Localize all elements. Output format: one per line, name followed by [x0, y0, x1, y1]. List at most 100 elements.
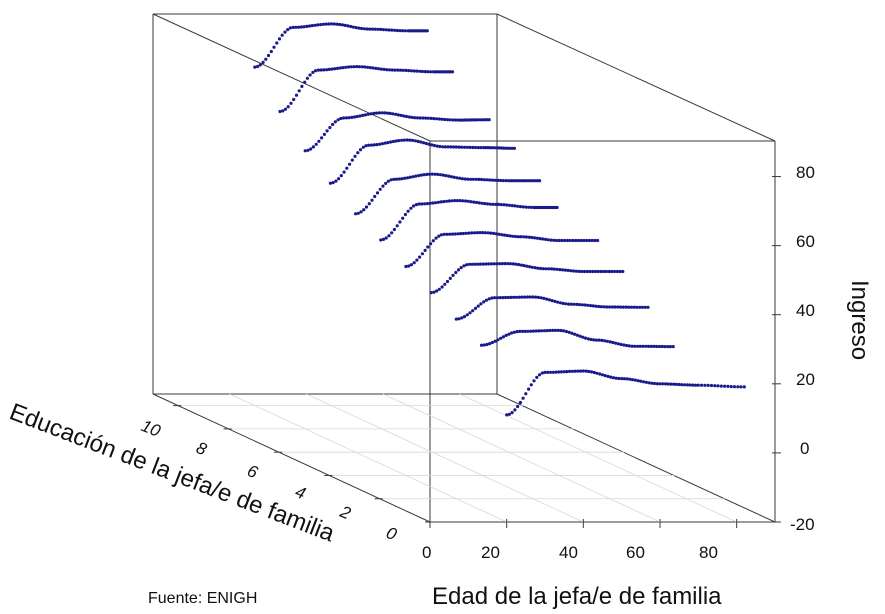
data-point — [565, 370, 569, 374]
data-point — [527, 387, 531, 391]
data-point — [349, 24, 353, 29]
data-point — [529, 383, 533, 387]
data-point — [657, 344, 662, 349]
data-point — [628, 377, 632, 381]
data-point — [512, 146, 517, 150]
data-point — [316, 68, 320, 72]
data-point — [478, 262, 482, 266]
data-point — [513, 204, 517, 208]
data-point — [445, 279, 450, 284]
data-point — [352, 65, 356, 69]
data-point — [736, 385, 740, 389]
data-point — [545, 297, 549, 301]
data-point — [361, 113, 365, 117]
data-point — [360, 65, 364, 69]
data-point — [511, 179, 515, 183]
data-point — [443, 117, 447, 122]
data-point — [419, 140, 423, 144]
data-point — [425, 202, 429, 206]
data-point — [641, 344, 645, 348]
data-point — [445, 232, 449, 236]
data-point — [460, 177, 464, 181]
data-point — [447, 199, 451, 203]
data-point — [498, 262, 502, 266]
data-point — [450, 70, 455, 74]
data-point — [467, 231, 471, 235]
data-point — [402, 114, 406, 118]
data-point — [523, 295, 527, 299]
y-tick-label: 2 — [337, 502, 354, 524]
data-point — [660, 344, 664, 349]
data-point — [694, 383, 698, 387]
data-point — [388, 68, 392, 72]
data-point — [484, 262, 488, 266]
data-point — [396, 68, 400, 72]
data-point — [477, 201, 481, 205]
data-point — [475, 200, 479, 205]
data-point — [509, 179, 513, 183]
data-point — [510, 204, 514, 208]
data-point — [647, 381, 651, 385]
data-point — [582, 269, 587, 274]
data-point — [266, 53, 271, 58]
data-point — [540, 371, 544, 375]
data-point — [589, 337, 593, 342]
data-point — [527, 235, 531, 239]
data-point — [411, 175, 415, 179]
data-point — [482, 343, 486, 347]
data-point — [463, 118, 467, 122]
data-point — [355, 114, 359, 119]
data-point — [567, 302, 571, 306]
data-point — [321, 22, 325, 26]
data-point — [596, 238, 600, 243]
data-point — [472, 118, 476, 122]
data-point — [548, 328, 552, 333]
data-point — [455, 176, 459, 180]
data-point — [507, 412, 511, 416]
data-point — [696, 383, 700, 387]
data-point — [504, 179, 508, 183]
data-point — [526, 329, 530, 333]
data-point — [358, 114, 362, 118]
data-point — [499, 203, 503, 207]
tick-labels-x: 0 20 40 60 80 — [422, 543, 718, 562]
data-point — [415, 258, 419, 262]
data-point — [508, 262, 513, 266]
data-point — [388, 111, 392, 115]
data-point — [594, 338, 599, 342]
data-point — [603, 339, 607, 343]
data-point — [464, 231, 468, 235]
data-point — [485, 202, 490, 206]
data-point — [501, 179, 505, 183]
data-point — [559, 328, 563, 333]
data-point — [409, 263, 413, 267]
data-point — [613, 305, 617, 309]
data-point — [392, 227, 396, 232]
data-point — [453, 232, 457, 236]
data-point — [407, 69, 411, 73]
data-point — [424, 116, 428, 120]
data-point — [319, 68, 323, 72]
data-point — [488, 202, 492, 206]
data-point — [409, 69, 414, 73]
data-point — [454, 118, 458, 122]
data-point — [426, 70, 430, 74]
data-point — [410, 115, 414, 119]
data-point — [406, 209, 410, 213]
data-point — [425, 29, 429, 33]
data-point — [253, 65, 257, 69]
data-point — [557, 238, 561, 243]
data-point — [350, 158, 354, 162]
data-point — [335, 22, 339, 26]
data-point — [414, 174, 418, 178]
data-point — [575, 333, 579, 337]
data-point — [590, 238, 594, 243]
data-point — [471, 309, 475, 313]
data-point — [515, 330, 519, 334]
data-point — [571, 238, 575, 243]
data-point — [412, 69, 416, 73]
data-point — [331, 122, 335, 127]
data-point — [366, 112, 370, 116]
box-edge-floor-left — [152, 393, 431, 523]
